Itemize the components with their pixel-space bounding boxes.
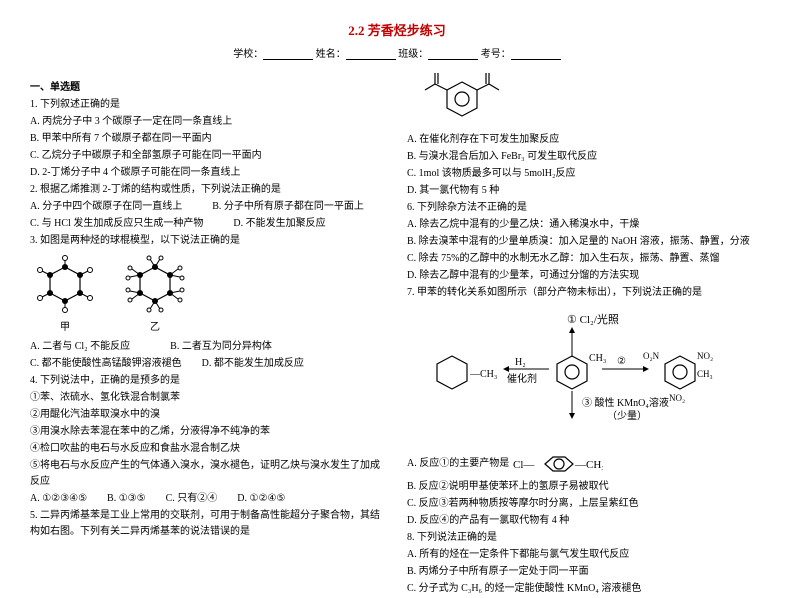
q7c: C. 反应③若两种物质按等摩尔时分离，上层呈紫红色 — [407, 496, 764, 512]
right-column: A. 在催化剂存在下可发生加聚反应 B. 与溴水混合后加入 FeBr₃ 可发生取… — [407, 70, 764, 598]
q7: 7. 甲苯的转化关系如图所示（部分产物未标出），下列说法正确的是 — [407, 285, 764, 301]
q4-5: ⑤将电石与水反应产生的气体通入溴水，溴水褪色，证明乙炔与溴水发生了加成反应 — [30, 458, 387, 490]
q8: 8. 下列说法正确的是 — [407, 530, 764, 546]
q2c: C. 与 HCl 发生加成反应只生成一种产物 — [30, 216, 203, 232]
q8a: A. 所有的烃在一定条件下都能与氯气发生取代反应 — [407, 547, 764, 563]
q1: 1. 下列叙述正确的是 — [30, 97, 387, 113]
r5a: A. 在催化剂存在下可发生加聚反应 — [407, 132, 764, 148]
q7b: B. 反应②说明甲基使苯环上的氢原子易被取代 — [407, 479, 764, 495]
name-label: 姓名： — [316, 49, 346, 60]
doc-title: 2.2 芳香烃步练习 — [30, 20, 764, 39]
q6b: B. 除去溴苯中混有的少量单质溴：加入足量的 NaOH 溶液，振荡、静置，分液 — [407, 234, 764, 250]
r5d: D. 其一氯代物有 5 种 — [407, 183, 764, 199]
q3b: B. 二者互为同分异构体 — [170, 339, 272, 355]
q6c: C. 除去 75%的乙醇中的水制无水乙醇：加入生石灰，振荡、静置、蒸馏 — [407, 251, 764, 267]
q1a: A. 丙烷分子中 3 个碳原子一定在同一条直线上 — [30, 114, 387, 130]
svg-text:—CH₃: —CH₃ — [574, 459, 603, 471]
q6a: A. 除去乙烷中混有的少量乙炔：通入稀溴水中，干燥 — [407, 217, 764, 233]
q1c: C. 乙烷分子中碳原子和全部氢原子可能在同一平面内 — [30, 148, 387, 164]
q2a: A. 分子中四个碳原子在同一直线上 — [30, 199, 182, 215]
q2d: D. 不能发生加聚反应 — [233, 216, 325, 232]
reaction-scheme-icon: ① Cl₂/光照 —CH₃ H₂ 催化剂 CH₃ ② — [407, 309, 747, 439]
q1b: B. 甲苯中所有 7 个碳原子都在同一平面内 — [30, 131, 387, 147]
cl2-label: ① Cl₂/光照 — [567, 312, 619, 326]
q6d: D. 除去乙醇中混有的少量苯，可通过分馏的方法实现 — [407, 268, 764, 284]
q3a: A. 二者与 Cl₂ 不能反应 — [30, 339, 130, 355]
molecule-jia-icon — [30, 255, 100, 315]
r5c: C. 1mol 该物质最多可以与 5molH₂反应 — [407, 166, 764, 182]
q7a-pre: A. 反应①的主要产物是 — [407, 456, 509, 472]
header-line: 学校： 姓名： 班级： 考号： — [30, 45, 764, 60]
r5b: B. 与溴水混合后加入 FeBr₃ 可发生取代反应 — [407, 149, 764, 165]
blank — [511, 49, 561, 60]
school-label: 学校： — [233, 49, 263, 60]
section-head: 一、单选题 — [30, 78, 387, 93]
q4a: A. ①②③④⑤ — [30, 491, 87, 507]
q7d: D. 反应④的产品有一氯取代物有 4 种 — [407, 513, 764, 529]
q3d: D. 都不能发生加成反应 — [202, 356, 304, 372]
svg-text:CH₃: CH₃ — [697, 369, 713, 379]
blank — [428, 49, 478, 60]
blank — [346, 49, 396, 60]
q4c: C. 只有②④ — [166, 491, 218, 507]
svg-text:NO₂: NO₂ — [697, 351, 713, 361]
svg-text:CH₃: CH₃ — [589, 353, 606, 364]
svg-text:催化剂: 催化剂 — [507, 372, 537, 385]
q6: 6. 下列除杂方法不正确的是 — [407, 200, 764, 216]
svg-text:②: ② — [617, 356, 626, 367]
svg-text:H₂: H₂ — [515, 357, 526, 368]
svg-text:③ 酸性 KMnO₄溶液: ③ 酸性 KMnO₄溶液 — [582, 396, 669, 409]
svg-text:—CH₃: —CH₃ — [469, 369, 497, 380]
q4-3: ③用溴水除去苯混在苯中的乙烯，分液得净不纯净的苯 — [30, 424, 387, 440]
q8c: C. 分子式为 C₃H₆ 的烃一定能使酸性 KMnO₄ 溶液褪色 — [407, 581, 764, 597]
q2: 2. 根据乙烯推测 2-丁烯的结构或性质，下列说法正确的是 — [30, 182, 387, 198]
diisopropenylbenzene-icon — [407, 70, 517, 125]
svg-text:（少量）: （少量） — [607, 410, 647, 422]
q3c: C. 都不能使酸性高锰酸钾溶液褪色 — [30, 356, 182, 372]
molecule-yi-icon — [120, 255, 190, 315]
fig1-caption: 甲 — [30, 318, 100, 333]
svg-text:Cl—: Cl— — [513, 459, 535, 471]
q4-1: ①苯、浓硫水、氢化铁混合制氯苯 — [30, 390, 387, 406]
q4-2: ②用醌化汽油萃取溴水中的溴 — [30, 407, 387, 423]
q5: 5. 二异丙烯基苯是工业上常用的交联剂，可用于制备高性能超分子聚合物，其结构如右… — [30, 508, 387, 540]
svg-text:O₂N: O₂N — [643, 351, 660, 361]
fig2-caption: 乙 — [120, 318, 190, 333]
q8b: B. 丙烯分子中所有原子一定处于同一平面 — [407, 564, 764, 580]
q4-4: ④检口吹盐的电石与水反应和食盐水混合制乙炔 — [30, 441, 387, 457]
q3: 3. 如图是两种烃的球棍模型，以下说法正确的是 — [30, 233, 387, 249]
chlorotoluene-icon: Cl— —CH₃ — [513, 450, 603, 478]
q4: 4. 下列说法中，正确的是预多的是 — [30, 373, 387, 389]
blank — [263, 49, 313, 60]
class-label: 班级： — [398, 49, 428, 60]
q1d: D. 2-丁烯分子中 4 个碳原子可能在同一条直线上 — [30, 165, 387, 181]
q2b: B. 分子中所有原子都在同一平面上 — [212, 199, 364, 215]
exam-label: 考号： — [481, 49, 511, 60]
svg-text:NO₂: NO₂ — [669, 393, 685, 403]
q4d: D. ①②④⑤ — [237, 491, 285, 507]
q4b: B. ①③⑤ — [107, 491, 146, 507]
left-column: 一、单选题 1. 下列叙述正确的是 A. 丙烷分子中 3 个碳原子一定在同一条直… — [30, 70, 387, 598]
